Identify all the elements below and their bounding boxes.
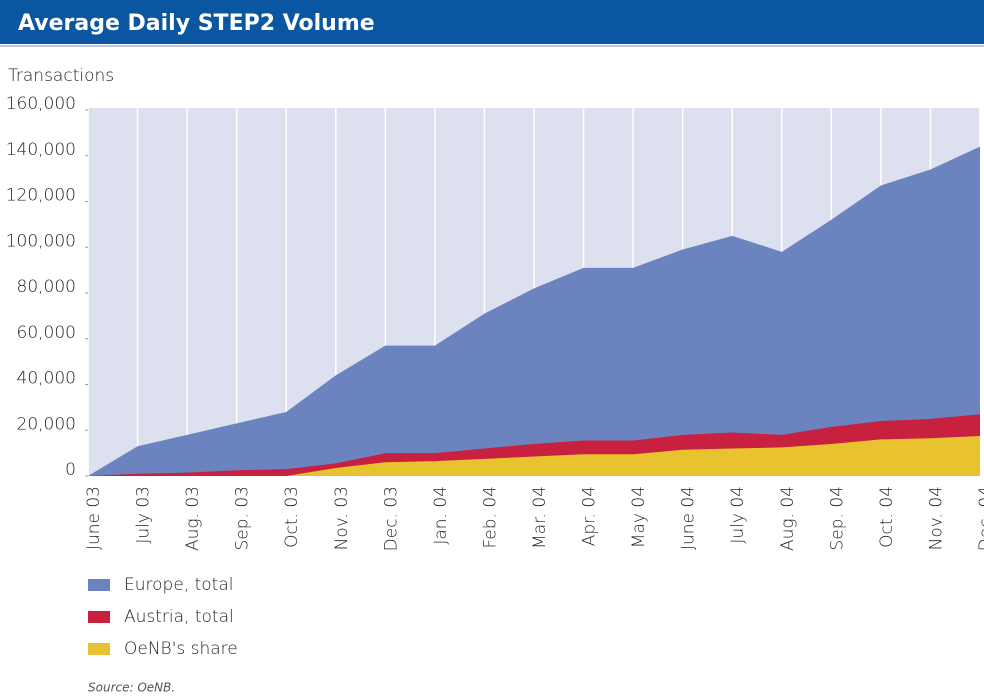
x-tick-label: Feb. 04 bbox=[480, 486, 500, 549]
x-tick-label: Aug. 04 bbox=[778, 486, 798, 551]
x-tick-label: Sep. 04 bbox=[827, 486, 847, 550]
x-tick-label: Jan. 04 bbox=[431, 486, 451, 545]
y-tick-label: 60,000 bbox=[17, 323, 76, 343]
x-tick-label: June 03 bbox=[84, 486, 104, 550]
x-tick-label: Sep. 03 bbox=[233, 486, 253, 550]
y-tick-label: 20,000 bbox=[17, 414, 76, 434]
x-tick-label: July 03 bbox=[134, 486, 154, 544]
x-tick-label: June 04 bbox=[679, 486, 699, 550]
legend-label: OeNB's share bbox=[124, 639, 238, 659]
legend-label: Europe, total bbox=[124, 575, 233, 595]
legend-swatch bbox=[88, 579, 110, 591]
area bbox=[88, 435, 980, 476]
x-tick-label: Apr. 04 bbox=[580, 486, 600, 546]
source-note: Source: OeNB. bbox=[88, 681, 175, 695]
legend-swatch bbox=[88, 611, 110, 623]
title-bar bbox=[0, 0, 984, 44]
area bbox=[88, 146, 980, 476]
x-tick-label: May 04 bbox=[629, 486, 649, 548]
y-tick-label: 160,000 bbox=[6, 94, 76, 114]
x-tick-label: Mar. 04 bbox=[530, 486, 550, 549]
x-tick-label: Aug. 03 bbox=[183, 486, 203, 551]
y-tick-label: 120,000 bbox=[6, 186, 76, 206]
y-tick-label: 40,000 bbox=[17, 369, 76, 389]
y-axis-label: Transactions bbox=[8, 66, 114, 86]
y-tick-label: 0 bbox=[65, 460, 76, 480]
y-tick-label: 140,000 bbox=[6, 140, 76, 160]
legend-swatch bbox=[88, 643, 110, 655]
chart-title: Average Daily STEP2 Volume bbox=[18, 11, 375, 36]
y-tick-label: 80,000 bbox=[17, 277, 76, 297]
y-tick-label: 100,000 bbox=[6, 231, 76, 251]
x-tick-label: Oct. 03 bbox=[282, 486, 302, 548]
x-tick-label: Nov. 03 bbox=[332, 486, 352, 550]
x-tick-label: July 04 bbox=[728, 486, 748, 544]
legend-label: Austria, total bbox=[124, 607, 234, 627]
x-tick-label: Nov. 04 bbox=[926, 486, 946, 550]
x-tick-label: Oct. 04 bbox=[877, 486, 897, 548]
x-tick-label: Dec. 04 bbox=[976, 486, 984, 551]
x-tick-label: Dec. 03 bbox=[381, 486, 401, 551]
